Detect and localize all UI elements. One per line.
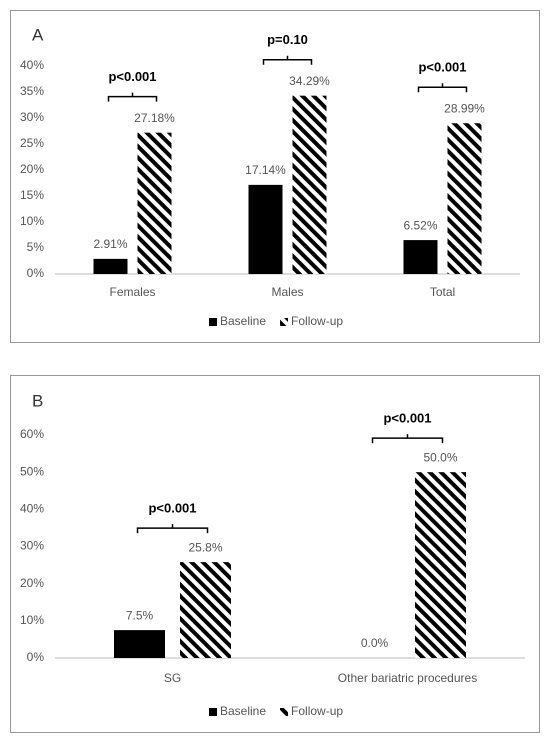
bar (292, 95, 327, 274)
legend-label: Follow-up (291, 314, 343, 328)
significance-bracket (417, 83, 468, 93)
value-label: 2.91% (93, 237, 127, 251)
significance-bracket (371, 434, 444, 444)
value-label: 50.0% (423, 450, 457, 464)
y-tick-label: 60% (20, 427, 44, 441)
y-tick-label: 40% (20, 58, 44, 72)
y-tick-label: 10% (20, 613, 44, 627)
bar (114, 630, 165, 658)
x-tick-label: Females (109, 285, 155, 299)
y-tick-label: 0% (27, 266, 45, 280)
y-tick-label: 25% (20, 136, 44, 150)
value-label: 25.8% (188, 540, 222, 554)
legend-swatch (280, 318, 289, 326)
y-tick-label: 10% (20, 214, 44, 228)
y-tick-label: 35% (20, 84, 44, 98)
significance-bracket (262, 55, 313, 65)
value-label: 17.14% (245, 163, 286, 177)
bar (93, 258, 128, 274)
panel-frame (10, 375, 540, 733)
legend-swatch (280, 708, 289, 716)
legend-swatch (209, 318, 217, 326)
bar (180, 562, 231, 658)
legend-swatch (209, 708, 217, 716)
y-tick-label: 5% (27, 240, 45, 254)
significance-bracket (107, 92, 158, 102)
bar (415, 472, 466, 658)
bar (447, 123, 482, 274)
x-tick-label: SG (164, 671, 181, 685)
x-tick-label: Other bariatric procedures (338, 671, 477, 685)
panel-frame (10, 10, 540, 343)
bar (248, 184, 283, 274)
y-tick-label: 20% (20, 162, 44, 176)
y-tick-label: 30% (20, 110, 44, 124)
panel-title: A (32, 25, 44, 44)
value-label: 28.99% (444, 101, 485, 115)
y-tick-label: 30% (20, 539, 44, 553)
y-tick-label: 15% (20, 188, 44, 202)
annotation: p<0.001 (148, 501, 196, 516)
value-label: 6.52% (403, 218, 437, 232)
significance-bracket (136, 524, 209, 534)
value-label: 27.18% (134, 111, 175, 125)
y-tick-label: 40% (20, 502, 44, 516)
y-tick-label: 50% (20, 464, 44, 478)
legend-label: Follow-up (291, 704, 343, 718)
annotation: p=0.10 (267, 32, 308, 47)
annotation: p<0.001 (418, 60, 466, 75)
x-tick-label: Total (430, 285, 455, 299)
bar (403, 240, 438, 274)
panel-title: B (32, 391, 43, 410)
y-tick-label: 20% (20, 576, 44, 590)
annotation: p<0.001 (383, 411, 431, 426)
y-tick-label: 0% (27, 650, 45, 664)
x-tick-label: Males (271, 285, 303, 299)
legend-label: Baseline (220, 314, 266, 328)
legend-label: Baseline (220, 704, 266, 718)
annotation: p<0.001 (108, 69, 156, 84)
value-label: 7.5% (126, 608, 154, 622)
value-label: 0.0% (361, 636, 389, 650)
bar (137, 132, 172, 274)
value-label: 34.29% (289, 74, 330, 88)
